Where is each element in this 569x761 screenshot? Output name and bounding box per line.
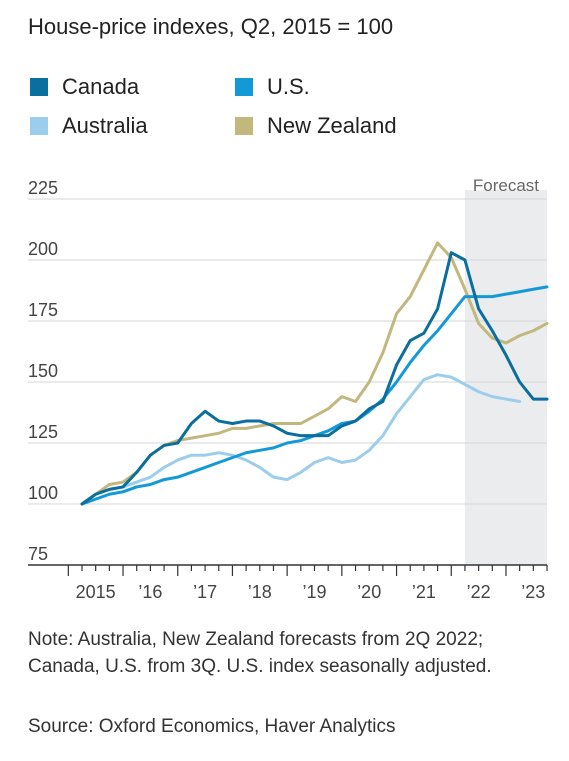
series-line-australia	[80, 373, 522, 506]
legend-label-canada: Canada	[62, 74, 140, 99]
y-tick-label-200: 200	[28, 239, 58, 259]
x-tick-label-’18: ’18	[248, 582, 272, 602]
legend-item-australia: Australia	[30, 113, 148, 139]
y-tick-label-75: 75	[28, 544, 48, 564]
x-tick-label-’23: ’23	[521, 582, 545, 602]
legend-swatch-canada	[30, 78, 48, 96]
x-tick-label-’20: ’20	[357, 582, 381, 602]
x-tick-label-’21: ’21	[412, 582, 436, 602]
y-tick-label-100: 100	[28, 483, 58, 503]
x-tick-label-’17: ’17	[193, 582, 217, 602]
y-tick-label-175: 175	[28, 300, 58, 320]
x-tick-label-’22: ’22	[467, 582, 491, 602]
chart-note: Note: Australia, New Zealand forecasts f…	[28, 629, 492, 677]
forecast-label: Forecast	[473, 176, 539, 195]
legend-label-australia: Australia	[62, 113, 148, 138]
legend-item-us: U.S.	[235, 74, 310, 100]
legend-item-new-zealand: New Zealand	[235, 113, 397, 139]
chart-title: House-price indexes, Q2, 2015 = 100	[28, 14, 394, 39]
legend-swatch-new-zealand	[235, 117, 253, 135]
y-tick-label-125: 125	[28, 422, 58, 442]
x-tick-label-2015: 2015	[76, 582, 116, 602]
chart-source: Source: Oxford Economics, Haver Analytic…	[28, 716, 396, 737]
line-chart: Forecast 75 100 125 150 175 200 225 2015 ’16 ’17…	[28, 176, 549, 602]
x-tick-label-’16: ’16	[138, 582, 162, 602]
y-tick-label-225: 225	[28, 178, 58, 198]
legend-swatch-us	[235, 78, 253, 96]
legend-label-new-zealand: New Zealand	[267, 113, 397, 138]
x-tick-label-’19: ’19	[302, 582, 326, 602]
legend-label-us: U.S.	[267, 74, 310, 99]
forecast-band	[464, 190, 547, 565]
y-tick-label-150: 150	[28, 361, 58, 381]
legend-swatch-australia	[30, 117, 48, 135]
legend-item-canada: Canada	[30, 74, 139, 100]
series-line-canada	[80, 251, 549, 506]
